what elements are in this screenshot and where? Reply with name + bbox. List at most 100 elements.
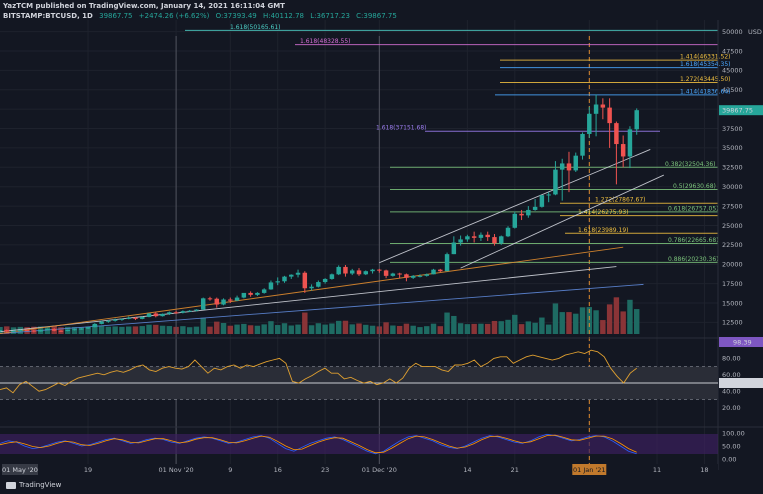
volume-bar <box>518 324 525 334</box>
candle <box>485 231 490 241</box>
volume-bar <box>444 312 450 334</box>
candle-body <box>140 316 145 319</box>
x-axis-tick: 01 Nov '20 <box>159 466 194 474</box>
volume-bar <box>627 299 633 334</box>
candle-body <box>587 113 592 134</box>
last-price-box <box>719 105 763 116</box>
x-axis: 19 01 Nov '20 9 16 23 01 Dec '20 14 21 01 Jan '2… <box>0 464 718 476</box>
x-axis-tick: 9 <box>228 466 232 474</box>
candle-body <box>65 329 70 332</box>
candle <box>146 313 152 318</box>
candle-body <box>106 320 111 322</box>
candle <box>140 316 145 320</box>
volume-bar <box>139 326 145 334</box>
volume-bar <box>166 326 173 334</box>
fib-level-label: 1.414(46331.52) <box>680 54 731 61</box>
x-axis-tick: 21 <box>511 466 519 474</box>
candle <box>214 297 219 308</box>
volume-bar <box>545 324 552 334</box>
candle-body <box>634 110 639 130</box>
volume-bar <box>241 323 247 334</box>
candle-body <box>241 292 247 298</box>
candle-body <box>187 310 192 312</box>
volume-bar <box>593 310 599 334</box>
price-axis-tick: 35000 <box>722 144 743 152</box>
candle-body <box>133 317 138 319</box>
volume-bar <box>451 315 457 334</box>
candle-body <box>173 312 179 314</box>
candle <box>0 330 3 333</box>
volume-bar <box>315 323 322 334</box>
candle <box>580 132 585 160</box>
candle <box>559 158 565 201</box>
candle <box>65 329 70 332</box>
high-text: H:40112.78 <box>262 12 305 20</box>
candle-body <box>505 227 511 237</box>
candle <box>587 106 592 138</box>
last-price-text: 39867.75 <box>99 12 133 20</box>
volume-bar <box>288 325 294 334</box>
candle <box>471 231 477 243</box>
fib-level-label: 1.618(23989.19) <box>578 227 629 234</box>
volume-bar <box>295 324 301 334</box>
price-axis-tick: 50000 <box>722 28 743 36</box>
candle <box>532 199 538 211</box>
price-axis-tick: 32500 <box>722 164 743 172</box>
candle <box>153 311 159 318</box>
candle <box>634 108 639 135</box>
price-axis-tick: 15000 <box>722 299 743 307</box>
volume-bar <box>586 307 593 334</box>
volume-bar <box>383 322 389 334</box>
volume-bar <box>146 324 152 334</box>
candle-body <box>417 275 423 277</box>
candle <box>316 280 321 288</box>
candle <box>451 236 457 255</box>
volume-bar <box>71 327 78 334</box>
stoch-band <box>0 434 718 454</box>
x-axis-tick: 01 Jan '21 <box>573 466 605 474</box>
tradingview-logo-icon <box>6 481 16 489</box>
candle <box>31 329 37 333</box>
candle-body <box>31 330 37 332</box>
volume-bar <box>532 322 538 334</box>
candle <box>627 126 633 169</box>
volume-bar <box>613 297 620 334</box>
trend-line <box>0 266 617 333</box>
candle-body <box>607 107 612 124</box>
stoch-axis-tick: 0.00 <box>722 455 736 463</box>
candle-body <box>126 317 131 319</box>
volume-bar <box>634 309 640 334</box>
candle <box>289 274 294 279</box>
candle-body <box>397 273 402 275</box>
fib-level-label: 1.618(37151.68) <box>376 125 427 132</box>
candle-body <box>24 330 30 332</box>
price-axis-tick: 37500 <box>722 125 743 133</box>
candle-body <box>356 270 362 275</box>
volume-bar <box>437 326 443 334</box>
price-axis-tick: 27500 <box>722 202 743 210</box>
symbol-label: BITSTAMP:BTCUSD, 1D <box>3 12 93 20</box>
stoch-axis-tick: 50.00 <box>722 442 741 450</box>
volume-bar <box>457 323 464 334</box>
candle <box>417 274 423 278</box>
candle <box>546 192 551 203</box>
candle <box>241 292 247 299</box>
candle-body <box>546 194 551 196</box>
candle <box>458 235 463 246</box>
candle-body <box>492 237 497 244</box>
volume-bar <box>200 317 206 334</box>
volume-bar <box>92 324 98 334</box>
candle <box>600 98 606 120</box>
candle <box>126 316 131 320</box>
candle-body <box>390 273 396 276</box>
volume-bar <box>220 323 227 334</box>
x-cursor-label: 01 May '20 <box>2 466 38 474</box>
candle-body <box>438 269 443 272</box>
candle-body <box>160 313 165 317</box>
volume-bar <box>424 326 430 334</box>
stoch-axis-tick: 100.00 <box>722 429 745 437</box>
candle <box>173 310 179 314</box>
candle <box>45 328 50 331</box>
candle <box>519 209 524 221</box>
